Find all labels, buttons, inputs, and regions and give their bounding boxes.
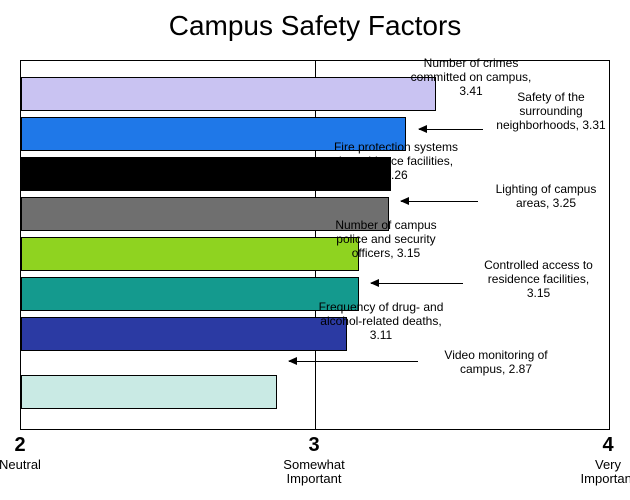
bar [21, 237, 359, 271]
arrow-head-icon [370, 279, 379, 287]
arrow-head-icon [288, 357, 297, 365]
x-tick-sub: Neutral [0, 458, 41, 472]
bar-label: Controlled access to residence facilitie… [466, 259, 611, 300]
leader-line [401, 201, 478, 202]
x-tick-sub: Somewhat Important [283, 458, 344, 487]
leader-line [289, 361, 418, 362]
bar-label: Frequency of drug- and alcohol-related d… [296, 301, 466, 342]
chart-title: Campus Safety Factors [0, 10, 630, 42]
plot-area: Number of crimes committed on campus, 3.… [20, 60, 610, 430]
leader-line [371, 283, 463, 284]
bar-label: Fire protection systems in residence fac… [311, 141, 481, 182]
x-tick-major: 2 [14, 434, 25, 457]
leader-line [419, 129, 483, 130]
x-tick-sub: Very Important [581, 458, 630, 487]
bar-label: Safety of the surrounding neighborhoods,… [486, 91, 616, 132]
bar-label: Lighting of campus areas, 3.25 [481, 183, 611, 211]
bar [21, 77, 436, 111]
bar-label: Number of campus police and security off… [311, 219, 461, 260]
arrow-head-icon [400, 197, 409, 205]
chart-container: Campus Safety Factors Number of crimes c… [0, 0, 630, 500]
bar [21, 375, 277, 409]
x-tick-major: 4 [602, 434, 613, 457]
x-tick-major: 3 [308, 434, 319, 457]
bar-label: Video monitoring of campus, 2.87 [421, 349, 571, 377]
arrow-head-icon [418, 125, 427, 133]
